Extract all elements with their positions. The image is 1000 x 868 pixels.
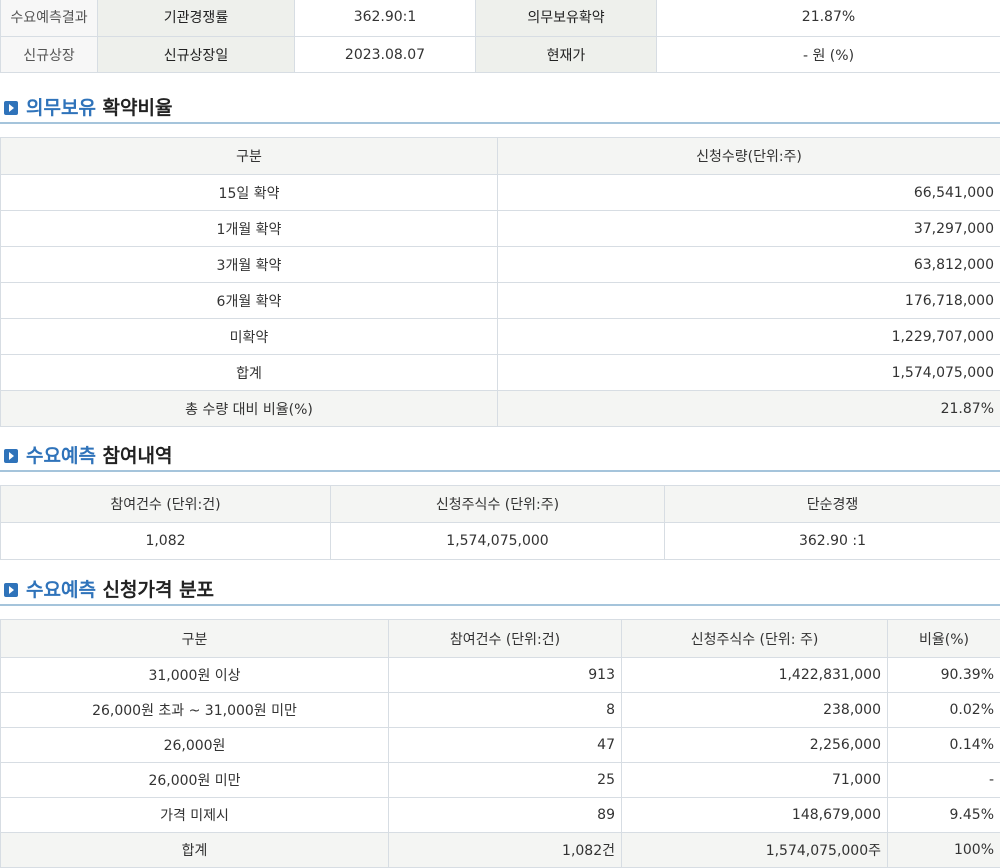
row-label: 수요예측결과	[1, 0, 98, 37]
ratio: -	[888, 763, 1000, 798]
ratio: 90.39%	[888, 658, 1000, 693]
table-row: 26,000원 초과 ~ 31,000원 미만 8 238,000 0.02%	[1, 693, 1000, 728]
row-label: 신규상장	[1, 37, 98, 73]
field-value: 2023.08.07	[295, 37, 476, 73]
row-label: 3개월 확약	[1, 247, 498, 283]
field-value: - 원 (%)	[657, 37, 1000, 73]
column-header: 구분	[1, 620, 389, 658]
section-title-highlight: 의무보유	[26, 97, 96, 119]
table-row: 1,082 1,574,075,000 362.90 :1	[1, 523, 1000, 560]
column-header: 참여건수 (단위:건)	[389, 620, 622, 658]
participant-count: 913	[389, 658, 622, 693]
table-header-row: 구분 참여건수 (단위:건) 신청주식수 (단위: 주) 비율(%)	[1, 620, 1000, 658]
column-header: 비율(%)	[888, 620, 1000, 658]
section-bullet-icon	[4, 101, 18, 115]
section-title-lockup: 의무보유 확약비율	[0, 94, 1000, 124]
price-range: 가격 미제시	[1, 798, 389, 833]
section-title-distribution: 수요예측 신청가격 분포	[0, 576, 1000, 606]
ratio-row: 총 수량 대비 비율(%)21.87%	[1, 391, 1000, 427]
participant-count: 8	[389, 693, 622, 728]
table-row: 가격 미제시 89 148,679,000 9.45%	[1, 798, 1000, 833]
row-value: 66,541,000	[498, 175, 1000, 211]
section-title-text: 확약비율	[96, 97, 173, 119]
participant-count: 25	[389, 763, 622, 798]
section-title-text: 참여내역	[96, 445, 173, 467]
price-range: 26,000원 미만	[1, 763, 389, 798]
total-row: 합계 1,082건 1,574,075,000주 100%	[1, 833, 1000, 868]
table-row: 31,000원 이상 913 1,422,831,000 90.39%	[1, 658, 1000, 693]
share-count: 2,256,000	[622, 728, 888, 763]
row-label: 6개월 확약	[1, 283, 498, 319]
table-cell: 1,574,075,000	[331, 523, 665, 560]
section-title-highlight: 수요예측	[26, 445, 96, 467]
total-label: 합계	[1, 833, 389, 868]
field-value: 362.90:1	[295, 0, 476, 37]
section-bullet-icon	[4, 583, 18, 597]
ratio: 9.45%	[888, 798, 1000, 833]
table-row: 26,000원 47 2,256,000 0.14%	[1, 728, 1000, 763]
ipo-summary-table: 수요예측결과 기관경쟁률 362.90:1 의무보유확약 21.87% 신규상장…	[0, 0, 1000, 73]
column-header: 신청수량(단위:주)	[498, 138, 1000, 175]
total-count: 1,082건	[389, 833, 622, 868]
table-header-row: 구분 신청수량(단위:주)	[1, 138, 1000, 175]
column-header: 신청주식수 (단위: 주)	[622, 620, 888, 658]
ratio: 0.14%	[888, 728, 1000, 763]
row-value: 37,297,000	[498, 211, 1000, 247]
field-label: 의무보유확약	[476, 0, 657, 37]
price-range: 31,000원 이상	[1, 658, 389, 693]
row-label: 15일 확약	[1, 175, 498, 211]
section-title-highlight: 수요예측	[26, 579, 96, 601]
table-row: 26,000원 미만 25 71,000 -	[1, 763, 1000, 798]
section-title-text: 신청가격 분포	[96, 579, 214, 601]
participant-count: 47	[389, 728, 622, 763]
price-range: 26,000원	[1, 728, 389, 763]
price-distribution-table: 구분 참여건수 (단위:건) 신청주식수 (단위: 주) 비율(%) 31,00…	[0, 619, 1000, 868]
row-value: 176,718,000	[498, 283, 1000, 319]
table-cell: 362.90 :1	[665, 523, 1000, 560]
section-bullet-icon	[4, 449, 18, 463]
field-value: 21.87%	[657, 0, 1000, 37]
row-label: 총 수량 대비 비율(%)	[1, 391, 498, 427]
ratio: 0.02%	[888, 693, 1000, 728]
total-shares: 1,574,075,000주	[622, 833, 888, 868]
row-value: 21.87%	[498, 391, 1000, 427]
row-value: 63,812,000	[498, 247, 1000, 283]
column-header: 단순경쟁	[665, 486, 1000, 523]
row-label: 1개월 확약	[1, 211, 498, 247]
total-ratio: 100%	[888, 833, 1000, 868]
field-label: 신규상장일	[98, 37, 295, 73]
share-count: 1,422,831,000	[622, 658, 888, 693]
summary-row-listing: 신규상장 신규상장일 2023.08.07 현재가 - 원 (%)	[1, 37, 1000, 73]
row-label: 미확약	[1, 319, 498, 355]
row-value: 1,229,707,000	[498, 319, 1000, 355]
share-count: 148,679,000	[622, 798, 888, 833]
row-value: 1,574,075,000	[498, 355, 1000, 391]
participation-table: 참여건수 (단위:건) 신청주식수 (단위:주) 단순경쟁 1,082 1,57…	[0, 485, 1000, 560]
share-count: 238,000	[622, 693, 888, 728]
share-count: 71,000	[622, 763, 888, 798]
column-header: 구분	[1, 138, 498, 175]
price-range: 26,000원 초과 ~ 31,000원 미만	[1, 693, 389, 728]
table-cell: 1,082	[1, 523, 331, 560]
table-header-row: 참여건수 (단위:건) 신청주식수 (단위:주) 단순경쟁	[1, 486, 1000, 523]
column-header: 참여건수 (단위:건)	[1, 486, 331, 523]
field-label: 기관경쟁률	[98, 0, 295, 37]
section-title-participation: 수요예측 참여내역	[0, 442, 1000, 472]
column-header: 신청주식수 (단위:주)	[331, 486, 665, 523]
summary-row-forecast: 수요예측결과 기관경쟁률 362.90:1 의무보유확약 21.87%	[1, 0, 1000, 37]
field-label: 현재가	[476, 37, 657, 73]
row-label: 합계	[1, 355, 498, 391]
participant-count: 89	[389, 798, 622, 833]
